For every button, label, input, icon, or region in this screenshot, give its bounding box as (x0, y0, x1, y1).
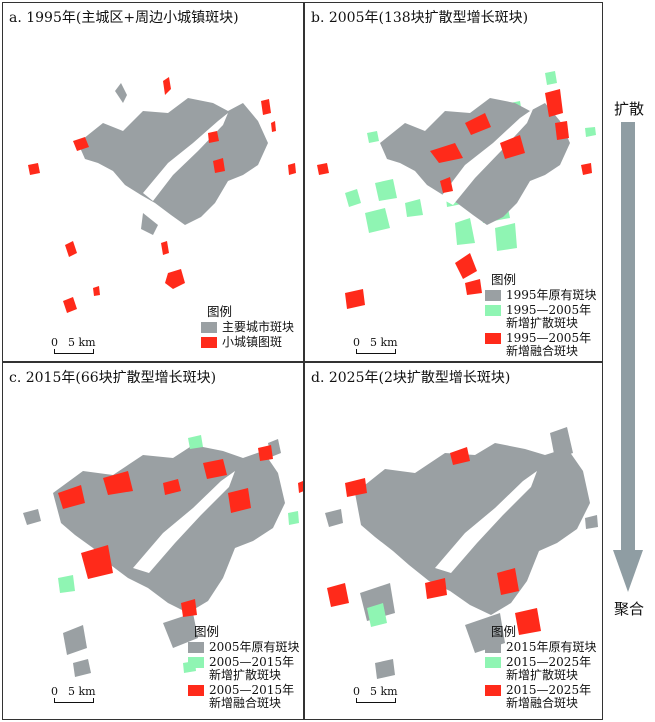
legend-item: 2005—2015年 新增融合斑块 (188, 684, 300, 710)
legend-item: 1995年原有斑块 (485, 289, 597, 302)
legend-item: 主要城市斑块 (201, 321, 294, 334)
legend-swatch-town (201, 337, 217, 348)
legend-swatch-dispersed (485, 305, 501, 316)
dispersed-patches (58, 435, 299, 673)
legend-swatch-dispersed (485, 657, 501, 668)
map-panel-c: c. 2015年(66块扩散型增长斑块) (2, 362, 304, 720)
river (143, 113, 228, 201)
urban-map (28, 77, 296, 313)
legend-title: 图例 (491, 624, 517, 639)
trend-arrow: 扩散 聚合 (603, 0, 655, 722)
legend-swatch-urban (201, 322, 217, 333)
legend-item: 小城镇图斑 (201, 336, 294, 349)
panel-title: a. 1995年(主城区+周边小城镇斑块) (9, 10, 239, 26)
legend-item: 1995—2005年 新增扩散斑块 (485, 304, 597, 330)
legend-item: 2005—2015年 新增扩散斑块 (188, 656, 300, 682)
map-panel-b: b. 2005年(138块扩散型增长斑块) (304, 2, 603, 362)
merged-patches (327, 447, 541, 635)
legend-swatch-original (485, 642, 501, 653)
merged-patches (317, 89, 592, 309)
river (435, 471, 537, 573)
legend-swatch-dispersed (188, 657, 204, 668)
legend-swatch-merged (188, 685, 204, 696)
panel-title: b. 2005年(138块扩散型增长斑块) (311, 10, 529, 26)
legend-swatch-merged (485, 685, 501, 696)
town-patches (28, 77, 296, 313)
legend-item: 1995—2005年 新增融合斑块 (485, 332, 597, 358)
legend: 图例 1995年原有斑块 1995—2005年 新增扩散斑块 1995—2005… (485, 273, 597, 360)
panel-title: d. 2025年(2块扩散型增长斑块) (311, 370, 511, 386)
legend: 图例 主要城市斑块 小城镇图斑 (201, 305, 294, 351)
legend-title: 图例 (207, 304, 233, 319)
legend-title: 图例 (491, 272, 517, 287)
panel-title: c. 2015年(66块扩散型增长斑块) (9, 370, 217, 386)
urban-map (23, 435, 303, 677)
river (133, 471, 235, 573)
urban-map (325, 427, 598, 679)
legend-item: 2005年原有斑块 (188, 641, 300, 654)
merged-patches (58, 445, 303, 617)
legend-item: 2015—2025年 新增融合斑块 (485, 684, 597, 710)
legend-title: 图例 (194, 624, 220, 639)
river (440, 109, 533, 205)
legend: 图例 2005年原有斑块 2005—2015年 新增扩散斑块 2005—2015… (188, 625, 300, 712)
urban-map (317, 71, 596, 309)
arrow-bottom-label: 聚合 (613, 600, 644, 618)
legend-swatch-original (188, 642, 204, 653)
map-panel-a: a. 1995年(主城区+周边小城镇斑块) 图例 主要城市斑块 (2, 2, 304, 362)
down-arrow-icon (613, 122, 643, 592)
legend-item: 2015年原有斑块 (485, 641, 597, 654)
legend-swatch-original (485, 290, 501, 301)
dispersed-patches (367, 603, 387, 627)
map-panel-d: d. 2025年(2块扩散型增长斑块) 图例 2015年原有斑块 (304, 362, 603, 720)
legend: 图例 2015年原有斑块 2015—2025年 新增扩散斑块 2015—2025… (485, 625, 597, 712)
legend-item: 2015—2025年 新增扩散斑块 (485, 656, 597, 682)
arrow-top-label: 扩散 (613, 100, 644, 118)
legend-swatch-merged (485, 333, 501, 344)
